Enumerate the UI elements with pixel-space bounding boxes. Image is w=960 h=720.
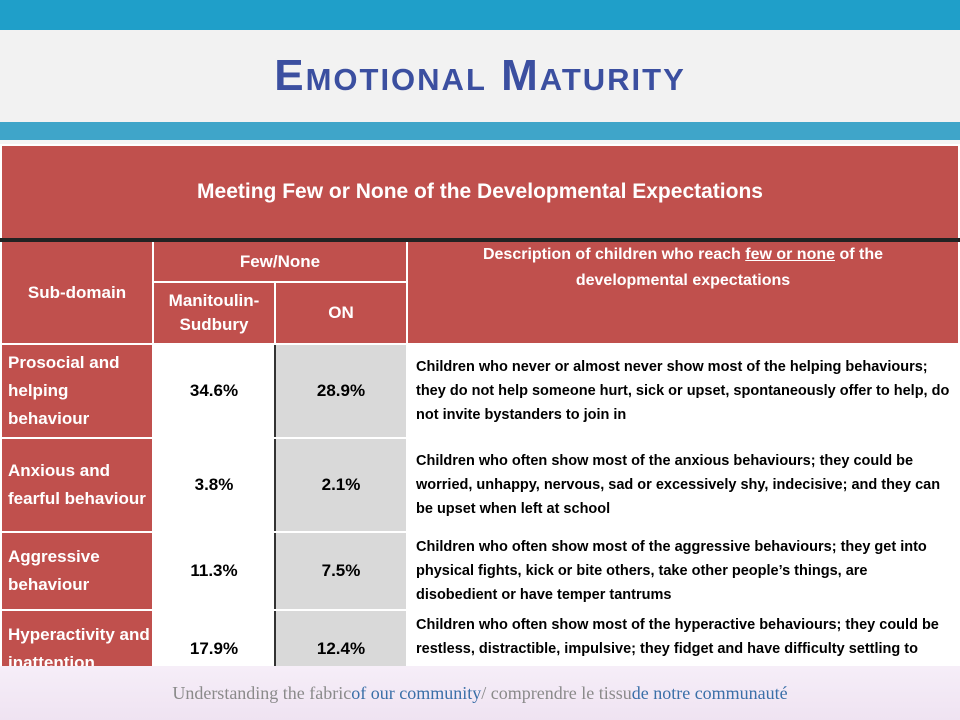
table-row: Aggressive behaviour 11.3% 7.5% Children… (0, 531, 960, 611)
value-manitoulin-sudbury: 3.8% (152, 437, 276, 533)
expectations-table: Meeting Few or None of the Developmental… (0, 144, 960, 689)
table-row: Anxious and fearful behaviour 3.8% 2.1% … (0, 437, 960, 533)
description-cell: Children who often show most of the aggr… (406, 531, 960, 611)
description-cell: Children who often show most of the anxi… (406, 437, 960, 533)
row-label-prosocial: Prosocial and helping behaviour (0, 343, 154, 439)
value-on: 7.5% (274, 531, 408, 611)
footer-text-4: de notre communauté (631, 682, 788, 703)
value-on: 2.1% (274, 437, 408, 533)
footer-text-3: / comprendre le tissu (481, 682, 632, 703)
title-underline-band (0, 122, 960, 140)
footer-tagline: Understanding the fabric of our communit… (0, 666, 960, 720)
value-manitoulin-sudbury: 11.3% (152, 531, 276, 611)
footer-text-1: Understanding the fabric (172, 682, 352, 703)
row-label-aggressive: Aggressive behaviour (0, 531, 154, 611)
table-banner: Meeting Few or None of the Developmental… (0, 144, 960, 242)
value-on: 28.9% (274, 343, 408, 439)
slide-title: Emotional Maturity (274, 51, 686, 100)
header-on: ON (274, 281, 408, 345)
header-subdomain: Sub-domain (0, 239, 154, 345)
description-cell: Children who never or almost never show … (406, 343, 960, 439)
header-desc-suffix: of the developmental expectations (575, 246, 884, 289)
header-desc-underlined: few or none (745, 246, 836, 263)
title-bar: Emotional Maturity (0, 30, 960, 122)
header-desc-prefix: Description of children who reach (482, 246, 746, 263)
table-frame: Meeting Few or None of the Developmental… (0, 140, 960, 689)
header-manitoulin-sudbury: Manitoulin-Sudbury (152, 281, 276, 345)
header-fewnone: Few/None (152, 239, 408, 283)
header-description: Description of children who reach few or… (406, 239, 960, 345)
top-accent-band (0, 0, 960, 30)
footer-text-2: of our community (351, 682, 482, 703)
row-label-anxious: Anxious and fearful behaviour (0, 437, 154, 533)
value-manitoulin-sudbury: 34.6% (152, 343, 276, 439)
table-row: Prosocial and helping behaviour 34.6% 28… (0, 343, 960, 439)
